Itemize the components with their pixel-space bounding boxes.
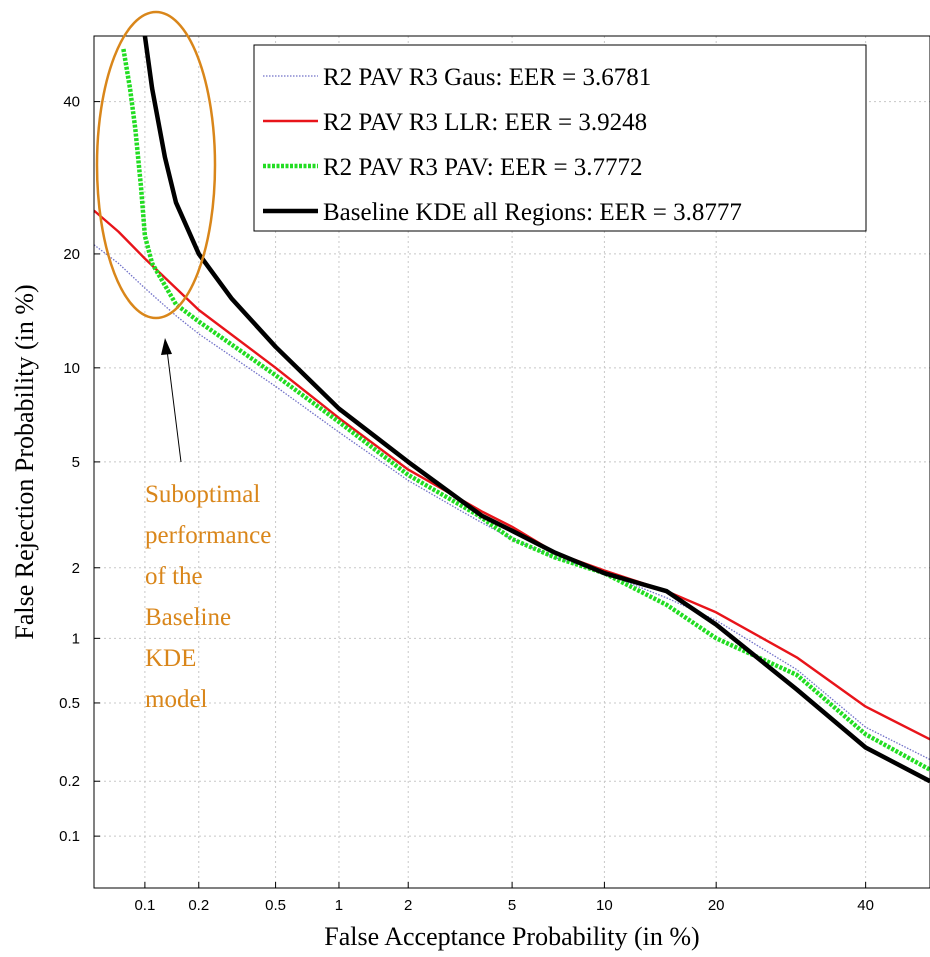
x-tick-label: 2 [404,897,412,914]
x-tick-label: 40 [857,897,874,914]
y-axis-ticks: 0.1 0.2 0.5 1 2 5 10 20 40 [59,94,100,845]
annotation-note-line: model [145,686,208,713]
series-line-4 [142,36,930,784]
x-tick-label: 20 [708,897,725,914]
y-tick-label: 40 [63,94,80,111]
x-tick-label: 10 [596,897,613,914]
annotation-note: Suboptimal performance of the Baseline KDE mo… [145,481,271,713]
legend-label-4: Baseline KDE all Regions: EER = 3.8777 [323,199,742,226]
annotation-note-line: of the [145,563,203,590]
legend-box [253,44,867,232]
y-tick-label: 0.1 [59,828,80,845]
legend-label-3: R2 PAV R3 PAV: EER = 3.7772 [323,154,643,181]
x-axis-label: False Acceptance Probability (in %) [324,922,699,951]
annotation-arrow-line [166,349,182,463]
legend-label-2: R2 PAV R3 LLR: EER = 3.9248 [323,109,647,136]
y-axis-label: False Rejection Probability (in %) [10,284,39,639]
x-tick-label: 0.1 [134,897,155,914]
y-tick-label: 10 [63,360,80,377]
x-tick-label: 0.2 [188,897,209,914]
series-line-3 [121,48,930,772]
legend-items: R2 PAV R3 Gaus: EER = 3.6781 R2 PAV R3 LL… [263,64,742,226]
annotation-note-line: Baseline [145,604,231,631]
annotation-arrow-head [161,338,172,355]
series-line-2 [94,209,930,741]
x-tick-label: 0.5 [265,897,286,914]
y-tick-label: 20 [63,246,80,263]
y-tick-label: 0.2 [59,773,80,790]
x-tick-label: 5 [508,897,516,914]
annotation-note-line: Suboptimal [145,481,260,508]
annotation-note-line: performance [145,522,271,549]
y-tick-label: 0.5 [59,695,80,712]
y-tick-label: 2 [72,560,80,577]
x-tick-label: 1 [335,897,343,914]
x-axis-ticks: 0.1 0.2 0.5 1 2 5 10 20 40 [134,882,874,914]
legend-label-1: R2 PAV R3 Gaus: EER = 3.6781 [323,64,651,91]
series-layer [94,36,930,784]
annotation-note-line: KDE [145,645,196,672]
annotation-ellipse [95,10,217,320]
y-tick-label: 5 [72,454,80,471]
y-tick-label: 1 [72,630,80,647]
legend: R2 PAV R3 Gaus: EER = 3.6781 R2 PAV R3 LL… [253,44,867,232]
